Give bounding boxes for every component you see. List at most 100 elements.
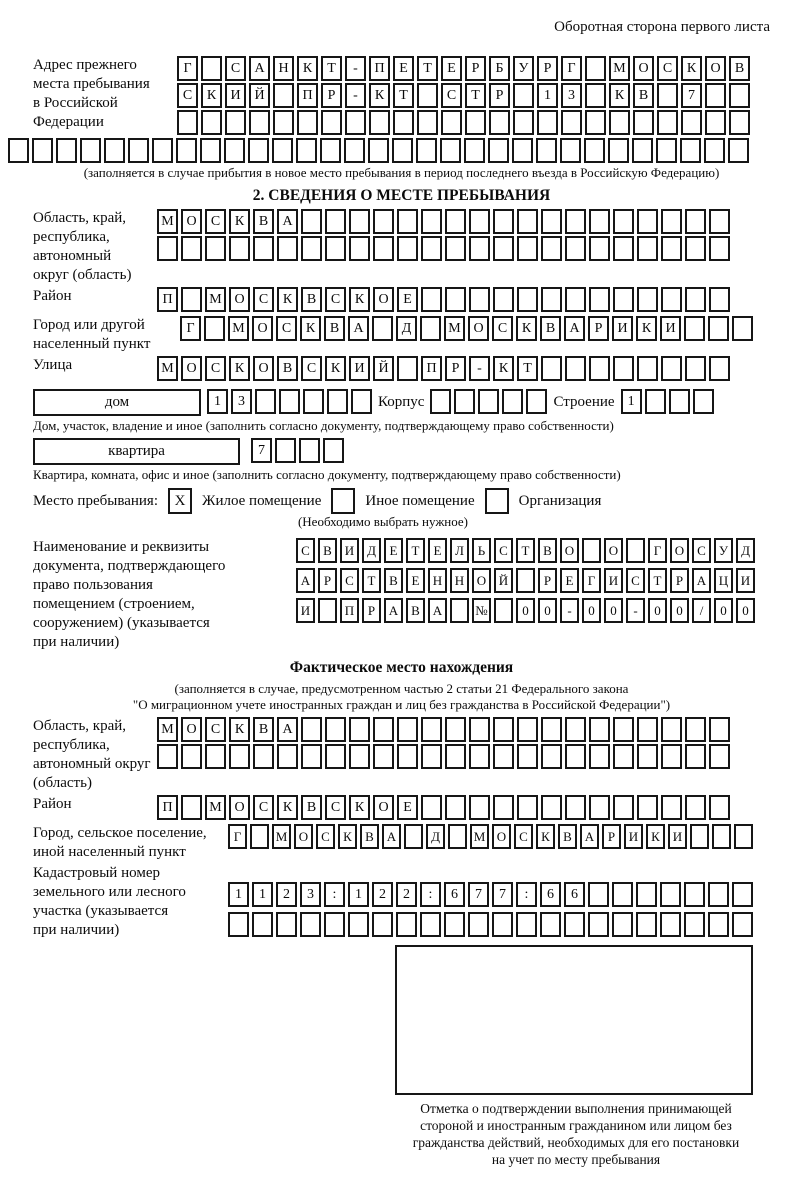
char-box: Г (648, 538, 667, 563)
char-box: Р (489, 83, 510, 108)
char-box: А (692, 568, 711, 593)
char-box (636, 912, 657, 937)
char-box (541, 236, 562, 261)
char-box: С (441, 83, 462, 108)
char-box (565, 287, 586, 312)
char-box: С (494, 538, 513, 563)
char-box (660, 912, 681, 937)
char-box: В (277, 356, 298, 381)
char-box (397, 744, 418, 769)
char-box: 0 (648, 598, 667, 623)
char-box: Д (396, 316, 417, 341)
char-box (517, 209, 538, 234)
char-box: О (492, 824, 511, 849)
char-box (588, 912, 609, 937)
char-box: Р (588, 316, 609, 341)
char-box (200, 138, 221, 163)
char-box (349, 744, 370, 769)
doc-field: Наименование и реквизиты документа, подт… (33, 538, 770, 652)
char-box (204, 316, 225, 341)
char-box: М (444, 316, 465, 341)
char-box (517, 795, 538, 820)
char-box: 0 (516, 598, 535, 623)
char-box: В (540, 316, 561, 341)
char-box: К (300, 316, 321, 341)
char-box (692, 389, 714, 414)
char-box: М (157, 717, 178, 742)
char-box: К (229, 356, 250, 381)
char-box: И (349, 356, 370, 381)
char-box (540, 912, 561, 937)
char-box (632, 138, 653, 163)
char-box (420, 912, 441, 937)
char-box: К (681, 56, 702, 81)
char-box: О (252, 316, 273, 341)
char-box (468, 912, 489, 937)
char-box: О (229, 795, 250, 820)
char-box (181, 236, 202, 261)
char-box: О (472, 568, 491, 593)
section2-title: 2. СВЕДЕНИЯ О МЕСТЕ ПРЕБЫВАНИЯ (252, 187, 551, 204)
char-box (279, 389, 300, 414)
char-box: А (428, 598, 447, 623)
char-box: К (201, 83, 222, 108)
char-box (582, 538, 601, 563)
char-box (276, 912, 297, 937)
char-box (445, 717, 466, 742)
char-box (613, 287, 634, 312)
ulitsa-label: Улица (33, 357, 73, 373)
char-box: Р (362, 598, 381, 623)
char-box (345, 110, 366, 135)
char-box: Р (537, 56, 558, 81)
char-box (541, 717, 562, 742)
char-box (300, 912, 321, 937)
char-box (684, 882, 705, 907)
char-box (493, 236, 514, 261)
char-box (589, 717, 610, 742)
char-box: 1 (537, 83, 558, 108)
char-box (732, 912, 753, 937)
char-box (450, 598, 469, 623)
char-box (589, 744, 610, 769)
char-box (404, 824, 423, 849)
char-box (445, 744, 466, 769)
char-box: Н (428, 568, 447, 593)
char-box (152, 138, 173, 163)
char-box (564, 912, 585, 937)
char-box: В (253, 717, 274, 742)
char-box (273, 110, 294, 135)
char-box: С (205, 209, 226, 234)
char-box (478, 389, 500, 414)
choose-note: (Необходимо выбрать нужное) (297, 514, 469, 529)
char-box (469, 717, 490, 742)
char-box (516, 568, 535, 593)
char-box-row (157, 236, 730, 261)
char-box (421, 717, 442, 742)
char-box: Л (450, 538, 469, 563)
char-box: К (536, 824, 555, 849)
char-box (709, 236, 730, 261)
char-box: 1 (252, 882, 273, 907)
char-box (249, 110, 270, 135)
char-box (273, 83, 294, 108)
char-box (685, 744, 706, 769)
char-box (397, 356, 418, 381)
char-box (392, 138, 413, 163)
char-box: М (205, 287, 226, 312)
char-box: С (253, 287, 274, 312)
char-box (325, 744, 346, 769)
char-box (517, 236, 538, 261)
char-box (612, 882, 633, 907)
char-box (668, 389, 690, 414)
char-box: К (349, 287, 370, 312)
char-box (729, 83, 750, 108)
